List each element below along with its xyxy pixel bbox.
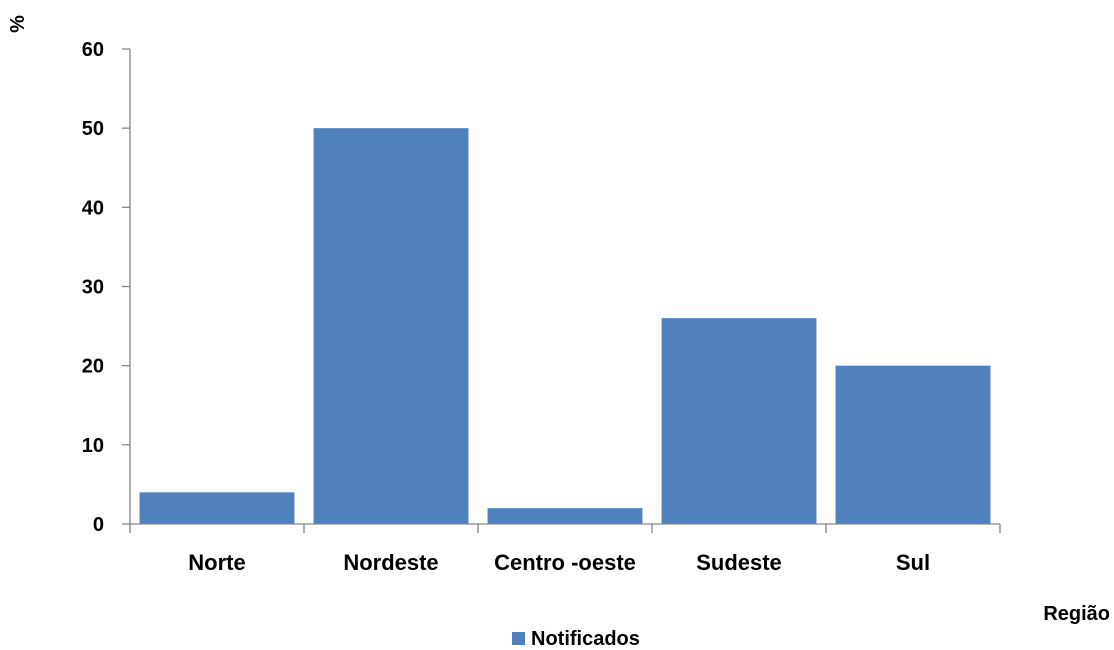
bar — [835, 365, 991, 524]
y-axis-ticks: 0 10 20 30 40 50 60 — [82, 39, 130, 536]
y-axis-title: % — [7, 15, 29, 33]
x-axis-ticks: Norte Nordeste Centro -oeste Sudeste Sul — [129, 524, 1001, 575]
x-tick-label: Nordeste — [343, 550, 438, 575]
bar — [313, 128, 469, 524]
x-tick-label: Sul — [896, 550, 930, 575]
bars — [139, 128, 991, 524]
axes — [129, 49, 1000, 525]
y-tick-label: 10 — [82, 435, 104, 457]
y-tick-label: 50 — [82, 118, 104, 140]
legend-swatch — [512, 632, 525, 645]
y-tick-label: 0 — [93, 514, 104, 536]
y-tick-label: 20 — [82, 356, 104, 378]
y-tick-label: 30 — [82, 277, 104, 299]
x-axis-title: Região — [1043, 603, 1110, 625]
legend-label: Notificados — [531, 628, 640, 650]
x-tick-label: Sudeste — [696, 550, 782, 575]
y-tick-label: 40 — [82, 197, 104, 219]
bar — [487, 508, 643, 524]
bar — [661, 318, 817, 524]
x-tick-label: Centro -oeste — [494, 550, 636, 575]
x-tick-label: Norte — [188, 550, 245, 575]
bar — [139, 492, 295, 524]
y-tick-label: 60 — [82, 39, 104, 61]
legend: Notificados — [512, 628, 640, 650]
